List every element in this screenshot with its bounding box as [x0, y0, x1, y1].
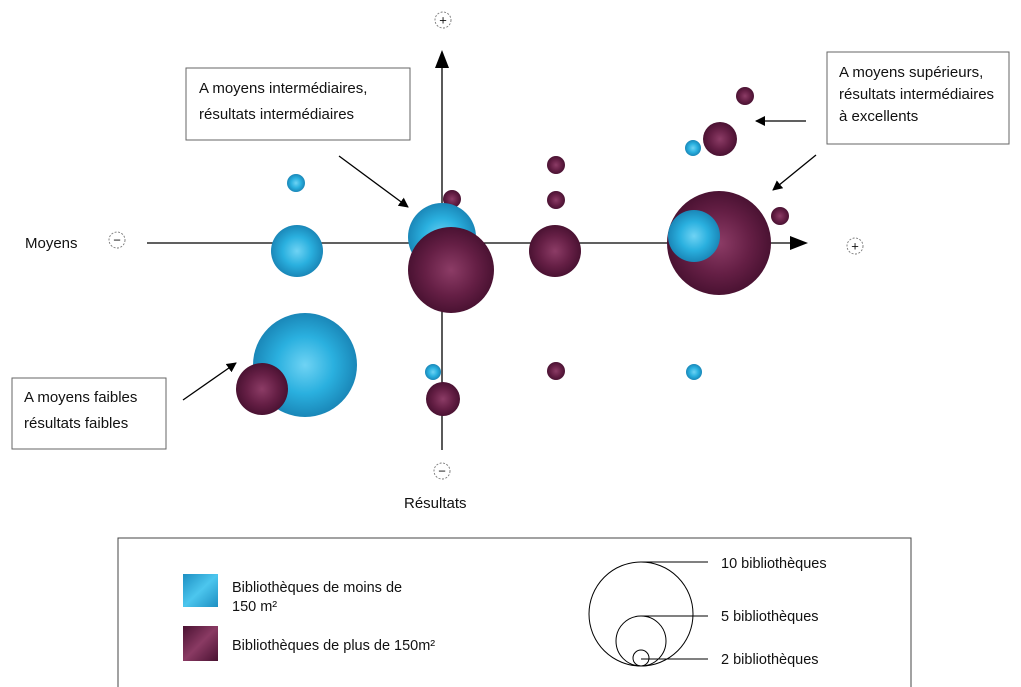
- callout-arrow: [182, 362, 237, 401]
- callout-text-line: à excellents: [839, 108, 918, 125]
- callout-text-line: A moyens intermédiaires,: [199, 80, 367, 97]
- bubble-large: [771, 207, 789, 225]
- y-plus-marker: +: [434, 11, 452, 29]
- callout-text-line: A moyens supérieurs,: [839, 64, 983, 81]
- size-label-10: 10 bibliothèques: [721, 556, 827, 572]
- bubble-large: [547, 156, 565, 174]
- x-axis-arrowhead: [790, 236, 808, 250]
- bubble-large: [236, 363, 288, 415]
- bubble-large: [547, 362, 565, 380]
- callout-arrow: [338, 155, 409, 208]
- legend-label-small-line2: 150 m²: [232, 599, 277, 615]
- bubble-large: [736, 87, 754, 105]
- callout-text-line: résultats faibles: [24, 415, 128, 432]
- callout-top-right: A moyens supérieurs, résultats intermédi…: [826, 51, 1010, 145]
- bubble-large: [408, 227, 494, 313]
- x-plus-marker: +: [846, 237, 864, 255]
- y-axis-arrowhead: [435, 50, 449, 68]
- callout-bottom-left: A moyens faibles résultats faibles: [11, 377, 167, 450]
- legend-box: [117, 537, 912, 687]
- bubble-small: [685, 140, 701, 156]
- bubble-small: [425, 364, 441, 380]
- y-axis-label: Résultats: [404, 495, 467, 512]
- bubble-small: [287, 174, 305, 192]
- y-minus-marker: −: [433, 462, 451, 480]
- plus-sign-icon: +: [439, 13, 447, 28]
- legend-label-small: Bibliothèques de moins de: [232, 580, 402, 596]
- bubble-small: [686, 364, 702, 380]
- callout-text-line: A moyens faibles: [24, 389, 137, 406]
- plus-sign-icon: +: [851, 239, 859, 254]
- x-axis-label: Moyens: [25, 235, 78, 252]
- size-label-5: 5 bibliothèques: [721, 609, 819, 625]
- bubble-large: [529, 225, 581, 277]
- size-circle-2: [632, 649, 650, 667]
- minus-sign-icon: −: [438, 464, 446, 479]
- legend: Bibliothèques de moins de 150 m² Bibliot…: [117, 537, 912, 687]
- bubble-small: [271, 225, 323, 277]
- bubble-large: [426, 382, 460, 416]
- bubble-small: [668, 210, 720, 262]
- callout-text-line: résultats intermédiaires: [839, 86, 994, 103]
- legend-label-large: Bibliothèques de plus de 150m²: [232, 638, 435, 654]
- callout-text-line: résultats intermédiaires: [199, 106, 354, 123]
- x-minus-marker: −: [108, 231, 126, 249]
- bubbles: [236, 87, 789, 417]
- bubble-large: [703, 122, 737, 156]
- callout-top-left: A moyens intermédiaires, résultats inter…: [185, 67, 411, 141]
- size-label-2: 2 bibliothèques: [721, 652, 819, 668]
- minus-sign-icon: −: [113, 233, 121, 248]
- legend-swatch-large: [183, 626, 218, 661]
- callout-arrow: [772, 154, 817, 191]
- bubble-large: [547, 191, 565, 209]
- legend-swatch-small: [183, 574, 218, 607]
